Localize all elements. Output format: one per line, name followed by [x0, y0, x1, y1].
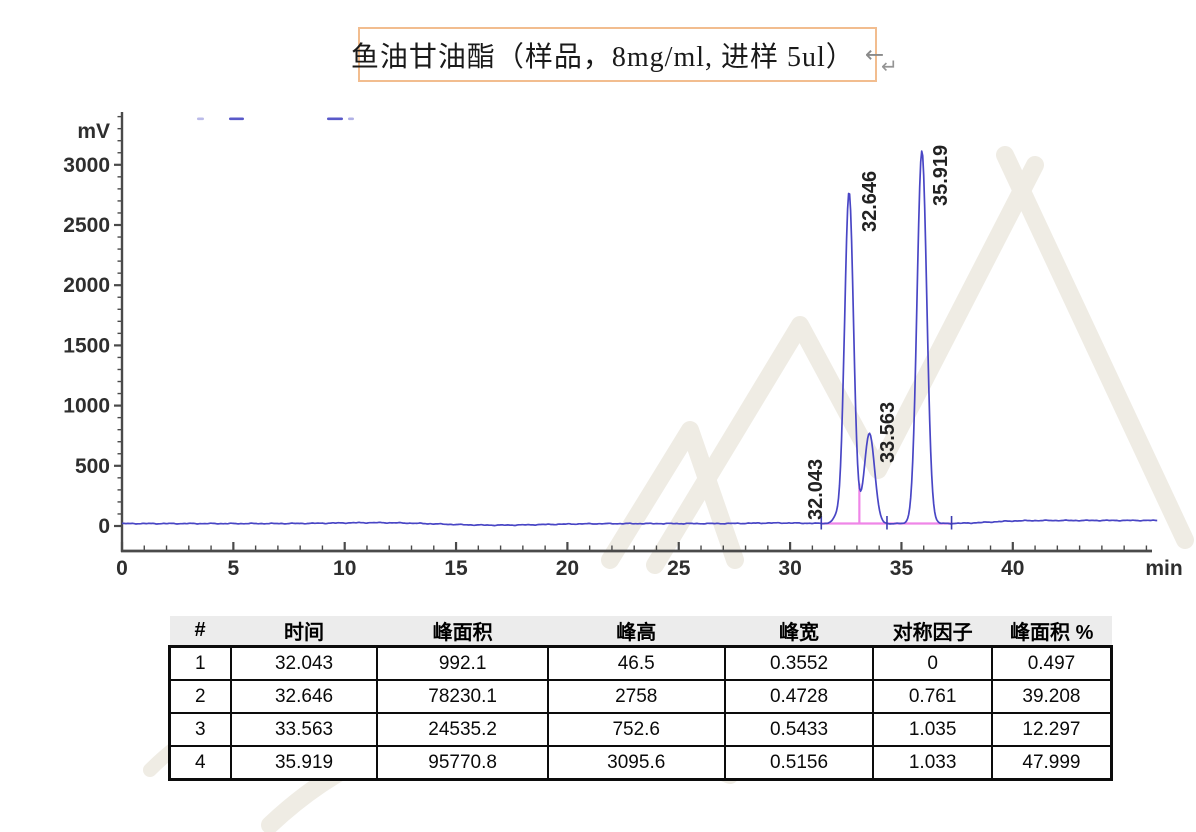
chromatogram: 0 5 10 15 20 25 30 35 40 min 0 500 1000 1500 2000 2500 3… — [63, 112, 1183, 580]
x-tick-label: 15 — [444, 557, 468, 580]
table-cell: 0.5156 — [723, 745, 875, 781]
clipped-trace-dash — [229, 117, 244, 121]
table-cell: 1.035 — [872, 712, 993, 747]
x-axis-unit: min — [1145, 557, 1182, 580]
col-header: 峰面积 % — [991, 616, 1112, 647]
y-axis-unit: mV — [77, 120, 110, 143]
x-tick-label: 40 — [1001, 557, 1024, 580]
col-header: 峰高 — [547, 616, 725, 647]
table-cell: 1 — [167, 645, 232, 681]
table-cell: 95770.8 — [376, 745, 549, 781]
peak-table-header: # 时间 峰面积 峰高 峰宽 对称因子 峰面积 % — [169, 616, 1112, 647]
col-header: 对称因子 — [873, 616, 992, 647]
col-header: # — [169, 616, 231, 647]
x-tick-label: 20 — [556, 557, 579, 580]
table-row: 3 33.563 24535.2 752.6 0.5433 1.035 12.297 — [167, 712, 1113, 747]
table-row: 4 35.919 95770.8 3095.6 0.5156 1.033 47.999 — [167, 745, 1113, 781]
table-cell: 992.1 — [376, 645, 549, 681]
signal-trace — [121, 150, 1158, 527]
table-cell: 3 — [167, 712, 232, 747]
table-cell: 39.208 — [990, 679, 1113, 714]
y-tick-label: 2500 — [63, 214, 110, 237]
table-row: 2 32.646 78230.1 2758 0.4728 0.761 39.208 — [167, 679, 1113, 714]
y-tick-label: 0 — [98, 515, 110, 538]
table-cell: 0 — [872, 645, 993, 681]
peak-label: 33.563 — [877, 402, 899, 463]
table-cell: 3095.6 — [546, 745, 726, 781]
x-tick-label: 25 — [667, 557, 691, 580]
y-tick-label: 3000 — [63, 154, 110, 177]
col-header: 峰宽 — [724, 616, 874, 647]
table-cell: 32.043 — [229, 645, 379, 681]
peak-label: 32.043 — [805, 459, 827, 520]
table-cell: 47.999 — [990, 745, 1113, 781]
x-tick-label: 30 — [778, 557, 801, 580]
y-tick-label: 2000 — [63, 274, 110, 297]
peak-label: 32.646 — [859, 171, 881, 232]
sample-title: 鱼油甘油酯（样品，8mg/ml, 进样 5ul） — [350, 41, 855, 73]
table-cell: 35.919 — [229, 745, 379, 781]
peak-table: # 时间 峰面积 峰高 峰宽 对称因子 峰面积 % 1 32.043 992.1 46.5 0.35… — [167, 616, 1113, 781]
peak-label: 35.919 — [930, 145, 952, 206]
table-cell: 0.3552 — [723, 645, 875, 681]
table-cell: 32.646 — [229, 679, 379, 714]
clipped-trace-dash — [327, 117, 343, 121]
table-cell: 0.4728 — [723, 679, 875, 714]
clipped-trace-dash — [348, 117, 354, 121]
line-break-mark: ← — [864, 41, 885, 68]
table-cell: 1.033 — [872, 745, 993, 781]
col-header: 峰面积 — [377, 616, 548, 647]
x-tick-label: 5 — [228, 557, 240, 580]
y-tick-label: 1000 — [63, 395, 110, 418]
table-cell: 12.297 — [990, 712, 1113, 747]
x-tick-label: 35 — [890, 557, 914, 580]
table-cell: 33.563 — [229, 712, 379, 747]
x-tick-label: 0 — [116, 557, 128, 580]
table-cell: 24535.2 — [376, 712, 549, 747]
y-tick-label: 500 — [75, 455, 110, 478]
table-cell: 4 — [167, 745, 232, 781]
paragraph-mark: ↵ — [881, 54, 898, 78]
table-cell: 2 — [167, 679, 232, 714]
x-tick-label: 10 — [333, 557, 356, 580]
col-header: 时间 — [230, 616, 378, 647]
table-row: 1 32.043 992.1 46.5 0.3552 0 0.497 — [167, 645, 1113, 681]
y-tick-label: 1500 — [63, 334, 110, 357]
clipped-trace-dash — [197, 117, 204, 121]
table-cell: 78230.1 — [376, 679, 549, 714]
table-cell: 0.761 — [872, 679, 993, 714]
table-cell: 46.5 — [546, 645, 726, 681]
table-cell: 2758 — [546, 679, 726, 714]
sample-title-box: 鱼油甘油酯（样品，8mg/ml, 进样 5ul） ← — [351, 27, 884, 82]
table-cell: 0.497 — [990, 645, 1113, 681]
table-cell: 752.6 — [546, 712, 726, 747]
table-cell: 0.5433 — [723, 712, 875, 747]
